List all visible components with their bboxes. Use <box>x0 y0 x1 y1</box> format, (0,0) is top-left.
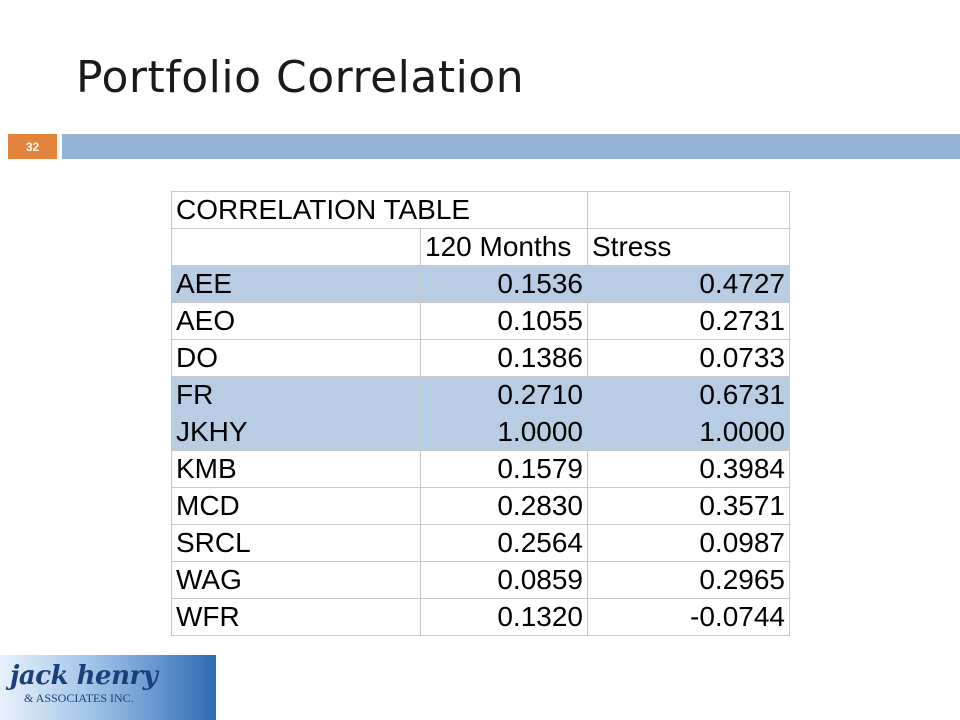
table-row: MCD 0.2830 0.3571 <box>171 487 790 525</box>
logo-subtitle: & ASSOCIATES INC. <box>24 691 134 705</box>
stress-cell: 0.2965 <box>587 561 790 599</box>
header-empty-cell <box>171 228 421 266</box>
table-row: AEO 0.1055 0.2731 <box>171 302 790 340</box>
ticker-cell: SRCL <box>171 524 421 562</box>
stress-cell: 0.0733 <box>587 339 790 377</box>
stress-cell: 0.3984 <box>587 450 790 488</box>
table-title-empty-cell <box>587 191 790 229</box>
ticker-cell: WFR <box>171 598 421 636</box>
months120-cell: 0.2710 <box>420 376 588 414</box>
ticker-cell: AEO <box>171 302 421 340</box>
months120-cell: 1.0000 <box>420 413 588 451</box>
ticker-cell: WAG <box>171 561 421 599</box>
ticker-cell: DO <box>171 339 421 377</box>
months120-cell: 0.1055 <box>420 302 588 340</box>
stress-cell: 0.0987 <box>587 524 790 562</box>
months120-cell: 0.1579 <box>420 450 588 488</box>
stress-cell: -0.0744 <box>587 598 790 636</box>
ticker-cell: JKHY <box>171 413 421 451</box>
ticker-cell: MCD <box>171 487 421 525</box>
column-header-stress: Stress <box>587 228 790 266</box>
table-row: FR 0.2710 0.6731 <box>171 376 790 414</box>
slide-title: Portfolio Correlation <box>76 52 525 103</box>
stress-cell: 0.3571 <box>587 487 790 525</box>
company-logo: jack henry & ASSOCIATES INC. <box>0 655 216 720</box>
stress-cell: 1.0000 <box>587 413 790 451</box>
months120-cell: 0.1536 <box>420 265 588 303</box>
ticker-cell: FR <box>171 376 421 414</box>
table-title-row: CORRELATION TABLE <box>171 191 790 229</box>
stress-cell: 0.4727 <box>587 265 790 303</box>
table-title: CORRELATION TABLE <box>171 191 588 229</box>
table-row: SRCL 0.2564 0.0987 <box>171 524 790 562</box>
table-row: DO 0.1386 0.0733 <box>171 339 790 377</box>
ticker-cell: KMB <box>171 450 421 488</box>
title-bar <box>62 134 960 159</box>
table-header-row: 120 Months Stress <box>171 228 790 266</box>
months120-cell: 0.1386 <box>420 339 588 377</box>
stress-cell: 0.2731 <box>587 302 790 340</box>
months120-cell: 0.0859 <box>420 561 588 599</box>
table-row: WFR 0.1320 -0.0744 <box>171 598 790 636</box>
table-row: JKHY 1.0000 1.0000 <box>171 413 790 451</box>
logo-wordmark: jack henry <box>10 661 158 691</box>
months120-cell: 0.2564 <box>420 524 588 562</box>
table-row: WAG 0.0859 0.2965 <box>171 561 790 599</box>
table-row: KMB 0.1579 0.3984 <box>171 450 790 488</box>
ticker-cell: AEE <box>171 265 421 303</box>
months120-cell: 0.2830 <box>420 487 588 525</box>
months120-cell: 0.1320 <box>420 598 588 636</box>
correlation-table: CORRELATION TABLE 120 Months Stress AEE 0… <box>171 191 790 636</box>
slide-number: 32 <box>8 134 57 159</box>
column-header-120-months: 120 Months <box>420 228 588 266</box>
table-row: AEE 0.1536 0.4727 <box>171 265 790 303</box>
stress-cell: 0.6731 <box>587 376 790 414</box>
